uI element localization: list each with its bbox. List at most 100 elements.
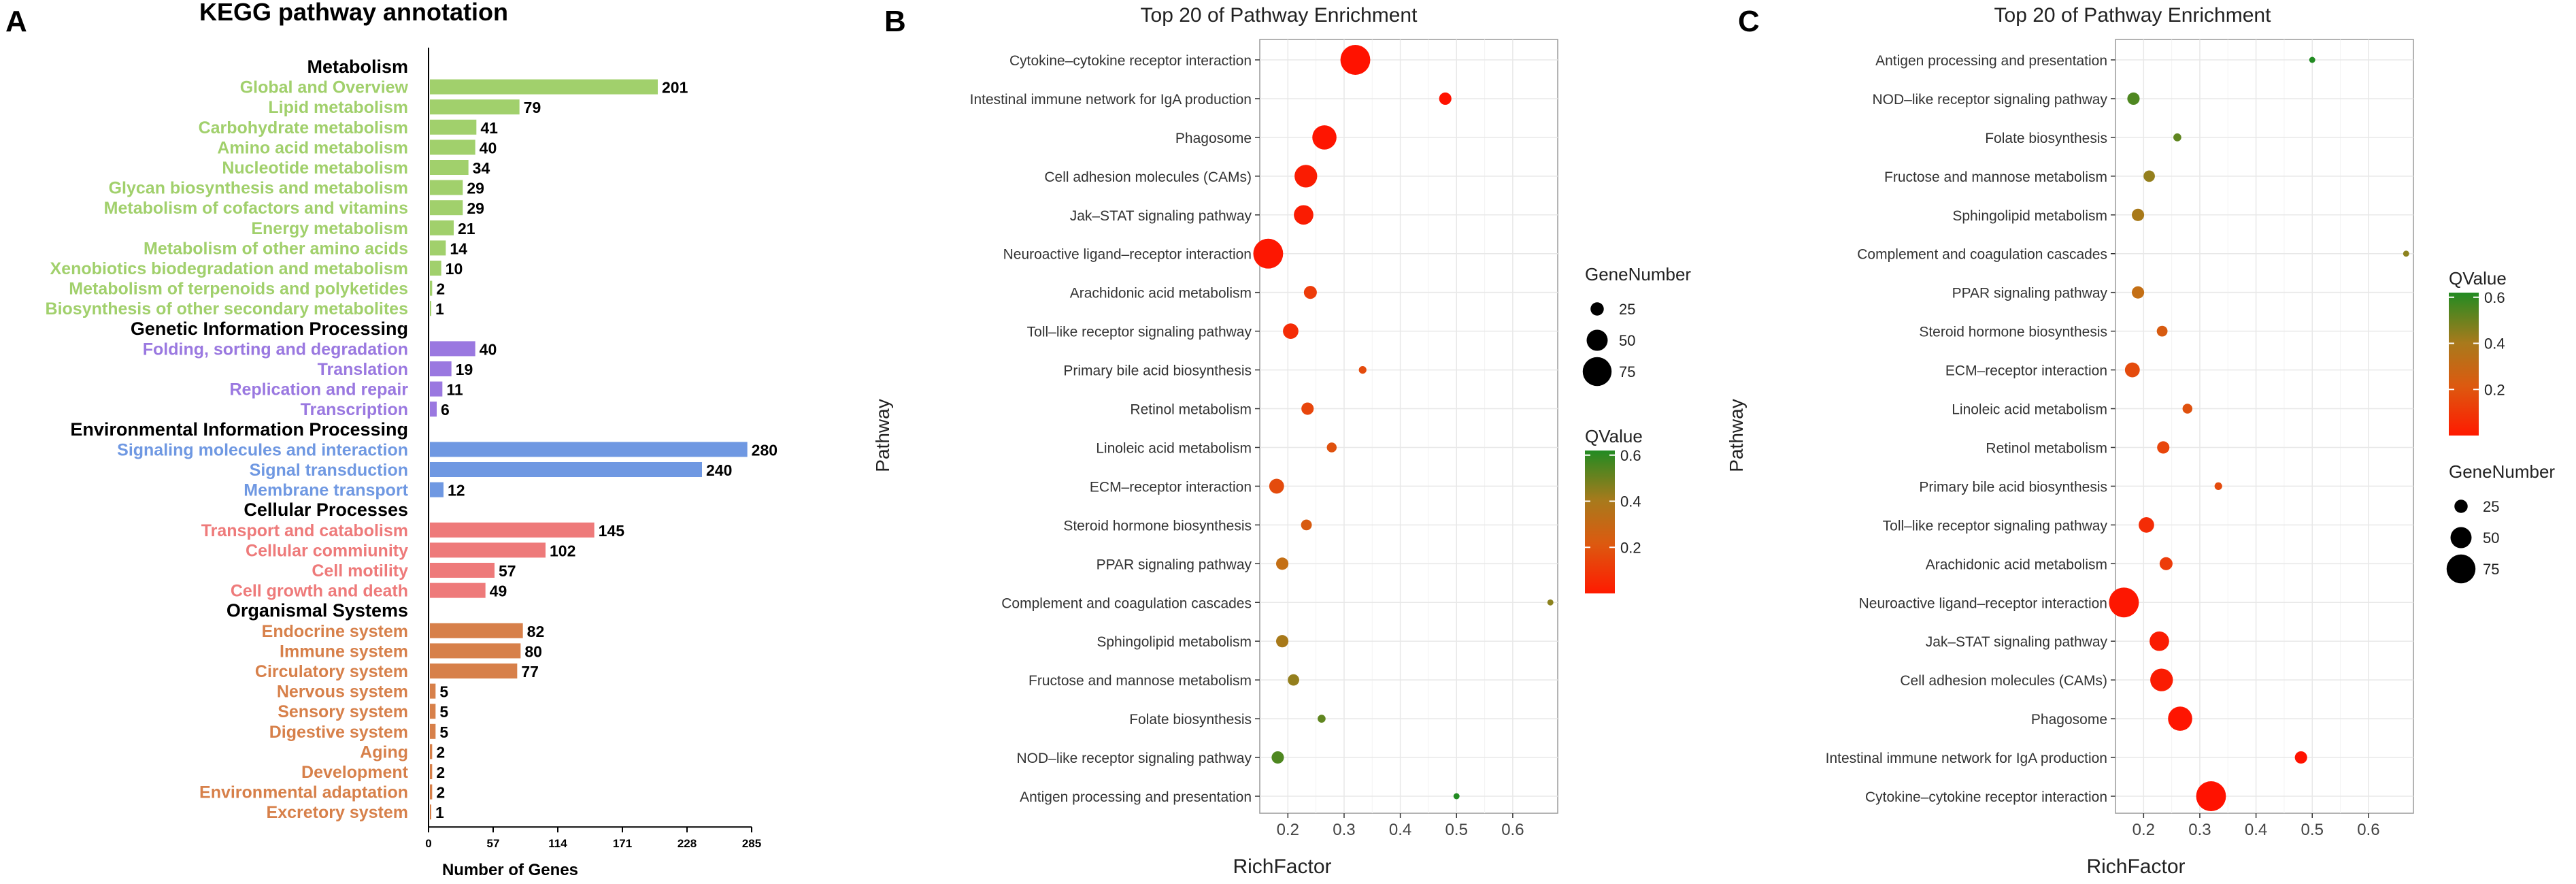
pathway-label: Fructose and mannose metabolism: [1028, 673, 1252, 689]
bar: [430, 643, 521, 659]
pathway-label: Jak–STAT signaling pathway: [1926, 634, 2108, 650]
pathway-label: Toll–like receptor signaling pathway: [1883, 518, 2108, 534]
size-legend-dot: [2454, 500, 2468, 513]
category-label: Folding, sorting and degradation: [143, 340, 408, 359]
category-label: Cell growth and death: [231, 582, 408, 601]
data-point: [2150, 631, 2169, 651]
size-legend-label: 25: [2483, 498, 2499, 515]
data-point: [1303, 286, 1317, 299]
bar: [430, 784, 433, 800]
pathway-label: Sphingolipid metabolism: [1952, 208, 2107, 224]
data-point: [2157, 441, 2170, 454]
pathway-label: NOD–like receptor signaling pathway: [1872, 92, 2107, 108]
bar-value-label: 201: [662, 79, 688, 97]
category-label: Translation: [318, 360, 408, 379]
data-point: [1301, 519, 1312, 531]
pathway-label: Cell adhesion molecules (CAMs): [1044, 169, 1252, 185]
pathway-label: Primary bile acid biosynthesis: [1063, 363, 1252, 379]
pathway-label: Intestinal immune network for IgA produc…: [1826, 751, 2107, 766]
bar: [430, 402, 437, 417]
data-point: [1453, 793, 1460, 800]
group-heading: Organismal Systems: [227, 600, 408, 621]
x-tick-label: 0.5: [2301, 821, 2324, 839]
bar-value-label: 12: [448, 482, 465, 500]
category-label: Lipid metabolism: [268, 98, 408, 117]
chart-a-title: KEGG pathway annotation: [199, 0, 508, 26]
category-label: Metabolism of terpenoids and polyketides: [69, 280, 408, 299]
x-tick-label: 228: [678, 837, 697, 850]
chart-a-xlabel: Number of Genes: [442, 861, 578, 879]
category-label: Immune system: [280, 642, 408, 661]
data-point: [2196, 781, 2226, 811]
data-point: [1275, 557, 1289, 570]
data-point: [1288, 674, 1299, 686]
bar-value-label: 19: [456, 361, 473, 378]
enrichment-chart-b: Top 20 of Pathway Enrichment RichFactor …: [872, 4, 1691, 878]
bar-value-label: 41: [480, 119, 498, 137]
bar-value-label: 145: [599, 522, 625, 540]
bar-value-label: 57: [499, 562, 516, 580]
bar-value-label: 40: [480, 139, 497, 157]
bar: [430, 220, 454, 235]
pathway-label: Arachidonic acid metabolism: [1926, 557, 2107, 572]
data-point: [1271, 751, 1284, 764]
pathway-label: Retinol metabolism: [1986, 440, 2107, 456]
category-label: Membrane transport: [244, 481, 408, 500]
data-point: [2131, 286, 2145, 299]
category-label: Glycan biosynthesis and metabolism: [109, 179, 408, 198]
pathway-label: Fructose and mannose metabolism: [1884, 169, 2107, 185]
bar: [430, 140, 475, 155]
category-label: Biosynthesis of other secondary metaboli…: [46, 299, 408, 318]
data-point: [2159, 557, 2173, 570]
color-legend-label: 0.4: [1620, 493, 1641, 510]
pathway-label: ECM–receptor interaction: [1945, 363, 2107, 379]
pathway-label: Neuroactive ligand–receptor interaction: [1003, 247, 1252, 263]
bar-value-label: 14: [450, 240, 467, 257]
bar-value-label: 29: [467, 199, 484, 217]
data-point: [1301, 402, 1314, 415]
pathway-label: Neuroactive ligand–receptor interaction: [1859, 595, 2107, 611]
data-point: [1253, 238, 1284, 269]
color-legend-bar: [2449, 293, 2479, 436]
chart-b-ylabel: Pathway: [872, 399, 893, 472]
data-point: [2131, 208, 2145, 221]
bar-value-label: 49: [490, 583, 507, 600]
pathway-label: ECM–receptor interaction: [1090, 479, 1252, 495]
bar-value-label: 21: [458, 220, 475, 238]
size-legend-label: 50: [2483, 529, 2499, 546]
group-heading: Metabolism: [307, 56, 408, 77]
data-point: [2143, 170, 2155, 182]
data-point: [2182, 404, 2193, 414]
color-legend-label: 0.6: [1620, 447, 1641, 464]
data-point: [2294, 751, 2307, 764]
pathway-label: Complement and coagulation cascades: [1857, 247, 2107, 263]
category-label: Nucleotide metabolism: [222, 159, 408, 178]
bar: [430, 280, 433, 296]
category-label: Cell motility: [312, 561, 408, 580]
category-label: Signaling molecules and interaction: [117, 440, 408, 459]
data-point: [2214, 482, 2222, 491]
data-point: [1358, 365, 1367, 374]
pathway-label: Antigen processing and presentation: [1875, 53, 2107, 69]
category-label: Replication and repair: [229, 380, 408, 399]
bar-value-label: 80: [524, 642, 542, 660]
bar-value-label: 2: [436, 764, 445, 781]
bar: [430, 180, 463, 195]
bar: [430, 381, 443, 397]
data-point: [1326, 442, 1337, 453]
category-label: Development: [301, 763, 409, 782]
x-tick-label: 0: [425, 837, 431, 850]
size-legend-dot: [1582, 357, 1612, 387]
size-legend-title: GeneNumber: [1585, 264, 1691, 284]
pathway-label: Retinol metabolism: [1130, 402, 1252, 418]
plot-panel: [1259, 39, 1558, 814]
bar-value-label: 2: [436, 743, 445, 761]
pathway-label: NOD–like receptor signaling pathway: [1016, 751, 1252, 766]
data-point: [2309, 56, 2315, 63]
bar-value-label: 40: [480, 340, 497, 358]
category-label: Excretory system: [267, 803, 408, 822]
bar-value-label: 5: [439, 683, 448, 701]
data-point: [2403, 250, 2409, 257]
pathway-label: Cell adhesion molecules (CAMs): [1900, 673, 2107, 689]
